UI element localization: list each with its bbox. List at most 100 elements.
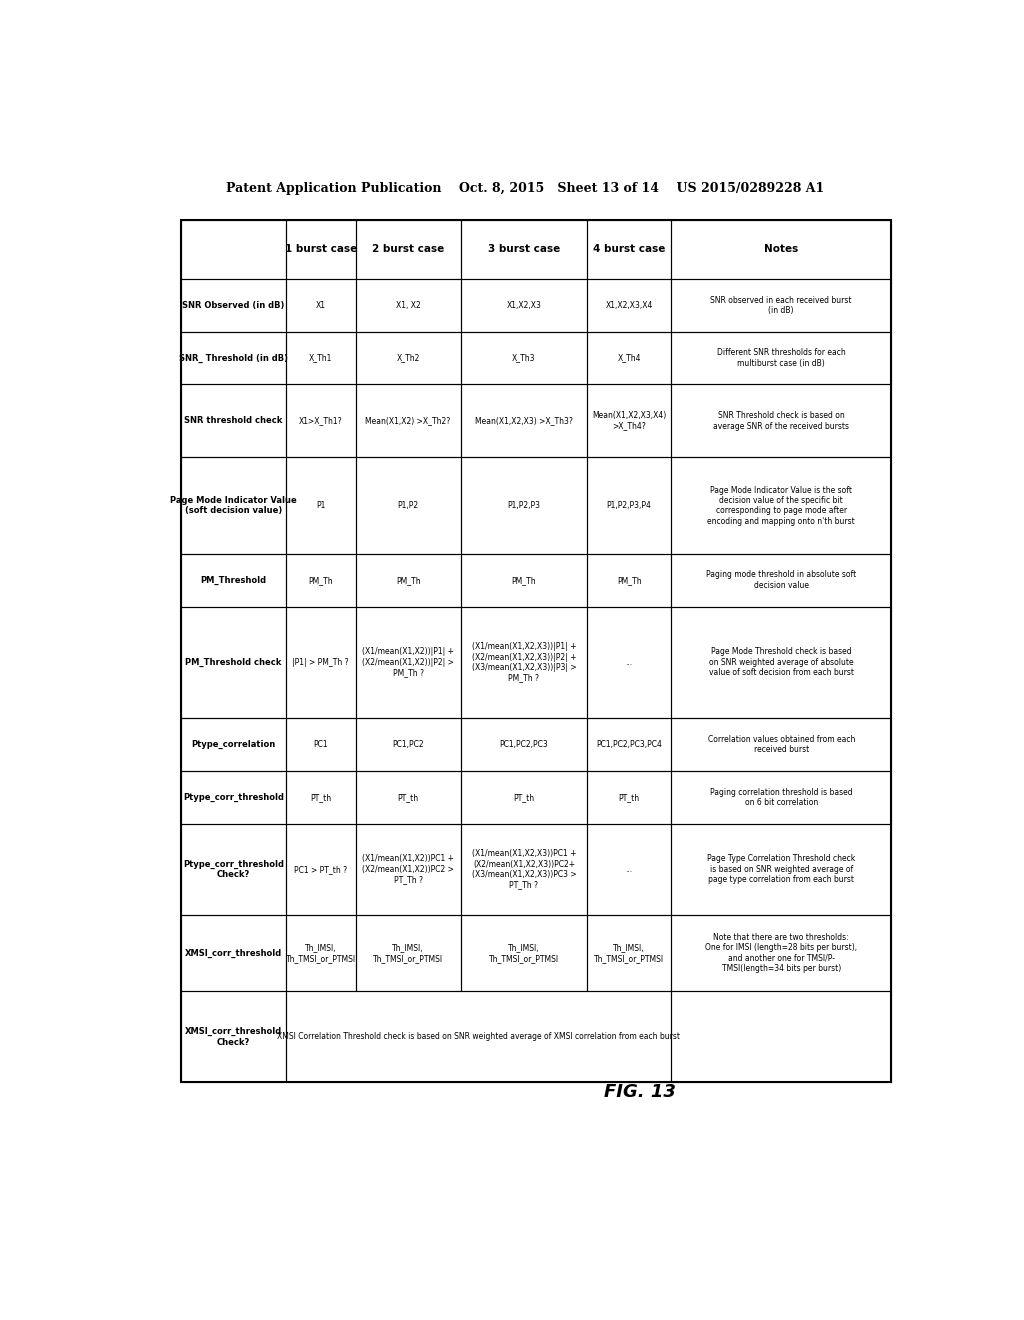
Text: SNR_ Threshold (in dB): SNR_ Threshold (in dB) [179, 354, 288, 363]
Bar [286, 607, 355, 718]
Text: 1 burst case: 1 burst case [285, 244, 356, 255]
Bar [286, 384, 355, 458]
Bar [587, 279, 671, 331]
Bar [461, 824, 587, 915]
Text: PM_Th: PM_Th [616, 576, 641, 585]
Bar [671, 718, 891, 771]
Text: Page Mode Threshold check is based
on SNR weighted average of absolute
value of : Page Mode Threshold check is based on SN… [709, 648, 854, 677]
Bar [355, 220, 461, 279]
Text: P1,P2,P3,P4: P1,P2,P3,P4 [606, 502, 651, 510]
Bar [461, 458, 587, 554]
Text: Th_IMSI,
Th_TMSI_or_PTMSI: Th_IMSI, Th_TMSI_or_PTMSI [286, 944, 355, 962]
Bar [286, 718, 355, 771]
Bar [180, 824, 286, 915]
Bar [587, 220, 671, 279]
Text: ...: ... [626, 657, 633, 667]
Bar [286, 458, 355, 554]
Text: X1: X1 [315, 301, 326, 310]
Text: XMSI_corr_threshold: XMSI_corr_threshold [184, 949, 282, 957]
Bar [355, 458, 461, 554]
Bar [587, 824, 671, 915]
Bar [355, 331, 461, 384]
Text: (X1/mean(X1,X2))|P1| +
(X2/mean(X1,X2))|P2| >
PM_Th ?: (X1/mean(X1,X2))|P1| + (X2/mean(X1,X2))|… [362, 648, 454, 677]
Text: (X1/mean(X1,X2,X3))|P1| +
(X2/mean(X1,X2,X3))|P2| +
(X3/mean(X1,X2,X3))|P3| >
PM: (X1/mean(X1,X2,X3))|P1| + (X2/mean(X1,X2… [472, 643, 577, 682]
Bar [355, 824, 461, 915]
Text: Paging correlation threshold is based
on 6 bit correlation: Paging correlation threshold is based on… [710, 788, 853, 807]
Bar [587, 458, 671, 554]
Bar [355, 554, 461, 607]
Text: XMSI_corr_threshold
Check?: XMSI_corr_threshold Check? [184, 1027, 282, 1047]
Bar [180, 554, 286, 607]
Text: (X1/mean(X1,X2))PC1 +
(X2/mean(X1,X2))PC2 >
PT_Th ?: (X1/mean(X1,X2))PC1 + (X2/mean(X1,X2))PC… [362, 854, 454, 884]
Text: Th_IMSI,
Th_TMSI_or_PTMSI: Th_IMSI, Th_TMSI_or_PTMSI [594, 944, 665, 962]
Text: Ptype_corr_threshold: Ptype_corr_threshold [183, 793, 284, 801]
Bar [671, 824, 891, 915]
Text: X1, X2: X1, X2 [395, 301, 421, 310]
Bar [587, 718, 671, 771]
Text: PT_th: PT_th [618, 793, 640, 801]
Bar [286, 915, 355, 991]
Text: Page Mode Indicator Value
(soft decision value): Page Mode Indicator Value (soft decision… [170, 496, 297, 515]
Text: X_Th3: X_Th3 [512, 354, 536, 363]
Text: ...: ... [626, 865, 633, 874]
Text: SNR Observed (in dB): SNR Observed (in dB) [182, 301, 285, 310]
Bar [671, 279, 891, 331]
Text: PC1: PC1 [313, 741, 328, 748]
Text: Page Type Correlation Threshold check
is based on SNR weighted average of
page t: Page Type Correlation Threshold check is… [708, 854, 855, 884]
Text: X_Th4: X_Th4 [617, 354, 641, 363]
Text: PC1,PC2: PC1,PC2 [392, 741, 424, 748]
Text: Correlation values obtained from each
received burst: Correlation values obtained from each re… [708, 735, 855, 754]
Text: SNR observed in each received burst
(in dB): SNR observed in each received burst (in … [711, 296, 852, 315]
Bar [286, 279, 355, 331]
Bar [180, 384, 286, 458]
Text: Paging mode threshold in absolute soft
decision value: Paging mode threshold in absolute soft d… [707, 570, 856, 590]
Text: PM_Th: PM_Th [512, 576, 537, 585]
Bar [180, 220, 286, 279]
Bar [671, 554, 891, 607]
Text: P1: P1 [316, 502, 326, 510]
Bar [587, 607, 671, 718]
Text: PT_th: PT_th [310, 793, 332, 801]
Text: PT_th: PT_th [513, 793, 535, 801]
Bar [671, 458, 891, 554]
Bar [671, 991, 891, 1082]
Bar [286, 554, 355, 607]
Bar [355, 718, 461, 771]
Bar [286, 991, 671, 1082]
Text: 3 burst case: 3 burst case [487, 244, 560, 255]
Bar [587, 384, 671, 458]
Text: PM_Th: PM_Th [396, 576, 421, 585]
Text: (X1/mean(X1,X2,X3))PC1 +
(X2/mean(X1,X2,X3))PC2+
(X3/mean(X1,X2,X3))PC3 >
PT_Th : (X1/mean(X1,X2,X3))PC1 + (X2/mean(X1,X2,… [472, 849, 577, 890]
Text: Page Mode Indicator Value is the soft
decision value of the specific bit
corresp: Page Mode Indicator Value is the soft de… [708, 486, 855, 525]
Text: Mean(X1,X2) >X_Th2?: Mean(X1,X2) >X_Th2? [366, 416, 451, 425]
Bar [355, 771, 461, 824]
Text: PM_Threshold: PM_Threshold [201, 576, 266, 585]
Text: XMSI Correlation Threshold check is based on SNR weighted average of XMSI correl: XMSI Correlation Threshold check is base… [276, 1032, 680, 1041]
Bar [671, 331, 891, 384]
Text: Ptype_corr_threshold
Check?: Ptype_corr_threshold Check? [183, 859, 284, 879]
Text: P1,P2: P1,P2 [397, 502, 419, 510]
Text: Different SNR thresholds for each
multiburst case (in dB): Different SNR thresholds for each multib… [717, 348, 846, 368]
Bar [671, 607, 891, 718]
Bar [587, 331, 671, 384]
Text: Notes: Notes [764, 244, 799, 255]
Text: X1,X2,X3: X1,X2,X3 [507, 301, 542, 310]
Text: P1,P2,P3: P1,P2,P3 [508, 502, 541, 510]
Text: |P1| > PM_Th ?: |P1| > PM_Th ? [293, 657, 349, 667]
Bar [671, 915, 891, 991]
Bar [355, 915, 461, 991]
Text: X_Th2: X_Th2 [396, 354, 420, 363]
Bar [461, 384, 587, 458]
Bar [286, 220, 355, 279]
Bar [461, 607, 587, 718]
Text: SNR threshold check: SNR threshold check [184, 416, 283, 425]
Bar [671, 384, 891, 458]
Bar [461, 771, 587, 824]
Bar [180, 220, 891, 1082]
Bar [180, 718, 286, 771]
Text: X1,X2,X3,X4: X1,X2,X3,X4 [605, 301, 653, 310]
Text: Note that there are two thresholds:
One for IMSI (length=28 bits per burst),
and: Note that there are two thresholds: One … [706, 933, 857, 973]
Text: Ptype_correlation: Ptype_correlation [191, 741, 275, 750]
Text: PM_Th: PM_Th [308, 576, 333, 585]
Text: PM_Threshold check: PM_Threshold check [185, 657, 282, 667]
